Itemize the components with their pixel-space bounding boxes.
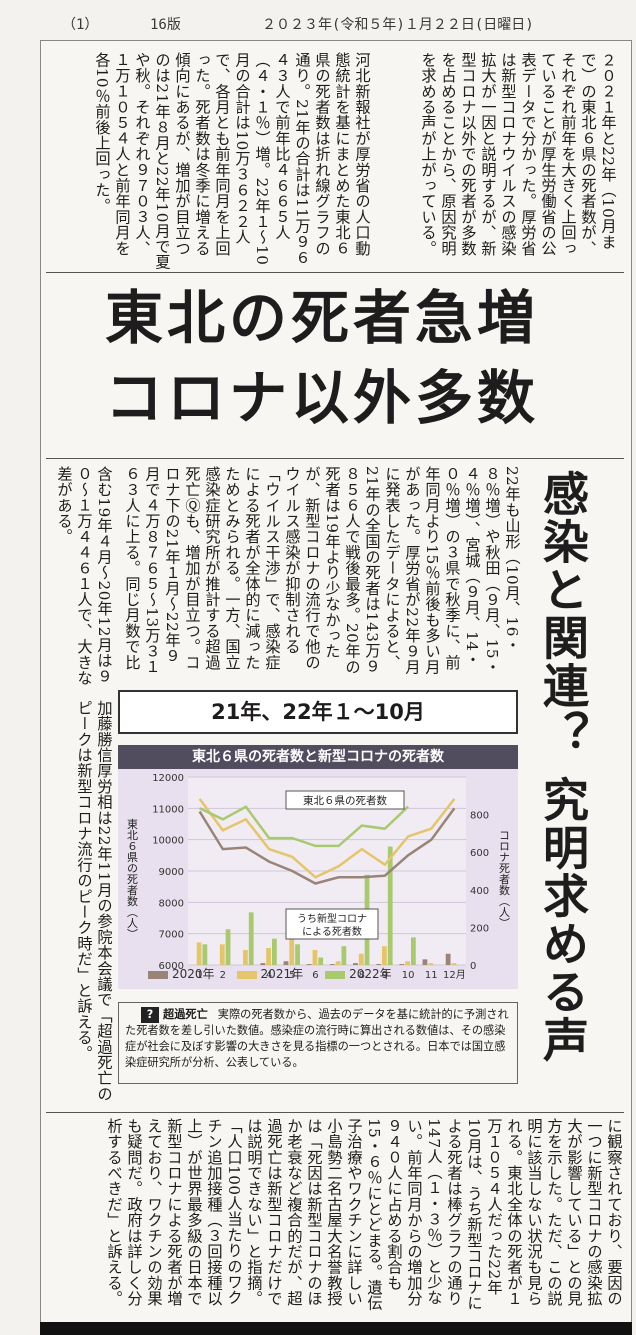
bar xyxy=(312,949,318,965)
masthead: （1） 16版 ２０２３年(令和５年)１月２２日(日曜日) xyxy=(0,0,636,40)
bar xyxy=(428,963,434,965)
glossary-icon: ? xyxy=(141,1007,159,1023)
legend-label: 2022年 xyxy=(349,967,392,981)
legend-swatch xyxy=(148,970,168,979)
headline-line2: コロナ以外多数 xyxy=(104,364,539,432)
bar xyxy=(405,961,410,965)
series-line xyxy=(198,798,456,879)
y-tick-label: 6000 xyxy=(159,961,184,972)
annotation-box xyxy=(285,790,405,810)
bar xyxy=(399,964,405,965)
bar xyxy=(451,963,457,965)
y2-tick-label: 800 xyxy=(470,811,489,822)
legend-item: 2020年 xyxy=(148,965,215,982)
bar xyxy=(422,959,428,965)
bar xyxy=(295,944,300,965)
x-tick-label: 4 xyxy=(266,970,272,981)
article-body-left-lower: 加藤勝信厚労相は22年11月の参院本会議で「超過死亡のピークは新型コロナ流行のピ… xyxy=(75,700,113,1102)
divider xyxy=(46,1112,624,1113)
page-number: （1） xyxy=(62,17,99,33)
bar xyxy=(289,938,295,965)
chart-title: 東北６県の死者数と新型コロナの死者数 xyxy=(118,745,518,769)
y2-tick-label: 0 xyxy=(470,961,476,972)
legend-swatch xyxy=(325,970,346,979)
x-tick-label: 10 xyxy=(402,970,415,981)
chart-panel: 東北６県の死者数と新型コロナの死者数 6000 7000 8000 9000 10000… xyxy=(118,745,518,989)
legend-swatch xyxy=(236,970,257,979)
x-tick-label: 8 xyxy=(359,970,365,981)
y-tick-label: 7000 xyxy=(159,930,184,941)
figure: 21年、22年１〜10月 東北６県の死者数と新型コロナの死者数 6000 7000… xyxy=(118,690,518,1090)
figure-title: 21年、22年１〜10月 xyxy=(118,690,518,734)
x-tick-label: 6 xyxy=(312,970,318,981)
bar xyxy=(335,961,341,965)
legend-label: 2021年 xyxy=(260,967,304,981)
bar xyxy=(225,929,231,965)
bar xyxy=(243,949,248,965)
y2-tick-label: 200 xyxy=(470,923,489,934)
y-tick-label: 9000 xyxy=(159,867,184,878)
article-body-left: 含む19年４月〜20年12月は９０〜１万４４６１人で、大きな差がある。 xyxy=(55,466,113,686)
edition: 16版 xyxy=(150,17,181,33)
bar xyxy=(306,964,312,965)
x-tick-label: 11 xyxy=(425,970,438,981)
article-lead: ２０２１年と22年（10月まで）の東北６県の死者数が、それぞれ前年を大きく上回っ… xyxy=(419,52,617,257)
headline-line1: 東北の死者急増 xyxy=(104,284,539,352)
legend-item: 2022年 xyxy=(325,965,392,982)
annotation-label: うち新型コロナ xyxy=(297,912,367,925)
y-tick-label: 8000 xyxy=(159,898,184,909)
article-body-middle: 22年も山形（10月、16・８％増）や秋田（９月、15・４％増）、宮城（９月、1… xyxy=(123,466,521,675)
y2-tick-label: 600 xyxy=(470,848,489,859)
bar xyxy=(376,964,382,965)
bar xyxy=(271,938,277,965)
bar xyxy=(283,961,289,965)
annotation-label: 東北６県の死者数 xyxy=(303,794,387,807)
bar xyxy=(387,846,393,965)
bar xyxy=(248,912,254,965)
bar xyxy=(196,942,202,965)
bar xyxy=(341,946,347,965)
bar xyxy=(260,963,266,965)
y-tick-label: 12000 xyxy=(152,773,184,784)
x-tick-label: 2 xyxy=(220,970,226,981)
y-tick-label: 11000 xyxy=(152,804,184,815)
article-body-bottom: に観察されており、要因の一つに新型コロナの感染拡大が影響している」との見方を示し… xyxy=(105,1118,623,1312)
series-line xyxy=(199,805,409,848)
x-tick-label: 1 xyxy=(196,970,202,981)
headline: 東北の死者急増 コロナ以外多数 xyxy=(52,278,592,456)
bar xyxy=(202,944,208,965)
glossary-note: ? 超過死亡 実際の死者数から、過去のデータを基に統計的に予測された死者数を差し引い… xyxy=(118,1002,518,1084)
bar xyxy=(445,953,451,965)
subheadline: 感染と関連？ 究明求める声 xyxy=(536,470,590,1065)
bar xyxy=(219,944,225,965)
page-footer-bar xyxy=(40,1322,632,1335)
issue-date: ２０２３年(令和５年)１月２２日(日曜日) xyxy=(262,17,534,33)
bar xyxy=(353,963,358,965)
bar xyxy=(382,946,387,965)
series-line xyxy=(198,807,456,885)
divider xyxy=(46,272,624,273)
legend-item: 2021年 xyxy=(236,965,304,982)
bar xyxy=(329,964,335,965)
bar xyxy=(318,957,324,965)
x-tick-label: 12月 xyxy=(443,969,466,981)
glossary-text: 実際の死者数から、過去のデータを基に統計的に予測された死者数を差し引いた数値。感… xyxy=(125,1008,509,1069)
legend-label: 2020年 xyxy=(172,967,215,981)
death-chart: 6000 7000 8000 9000 10000 11000 12000 0 200 400 60… xyxy=(126,773,511,981)
article-body-top: 河北新報社が厚労省の人口動態統計を基にまとめた東北６県の死者数は折れ線グラフの通… xyxy=(93,52,371,270)
bar xyxy=(410,937,416,965)
x-tick-label: 9 xyxy=(382,970,388,981)
divider xyxy=(46,458,624,459)
y2-tick-label: 400 xyxy=(470,886,489,897)
annotation-box xyxy=(285,908,379,940)
glossary-term: 超過死亡 xyxy=(163,1008,208,1021)
chart-legend: 2020年 2021年 2022年 xyxy=(148,965,392,982)
bar xyxy=(266,948,271,965)
x-tick-label: 5 xyxy=(289,970,295,981)
bar xyxy=(358,953,364,965)
y-tick-label: 10000 xyxy=(152,836,184,847)
y2-axis-label: コロナ死者数（人） xyxy=(498,830,511,929)
annotation-label-cont: による死者数 xyxy=(302,925,362,938)
y-axis-label: 東北６県の死者数（人） xyxy=(126,818,139,939)
